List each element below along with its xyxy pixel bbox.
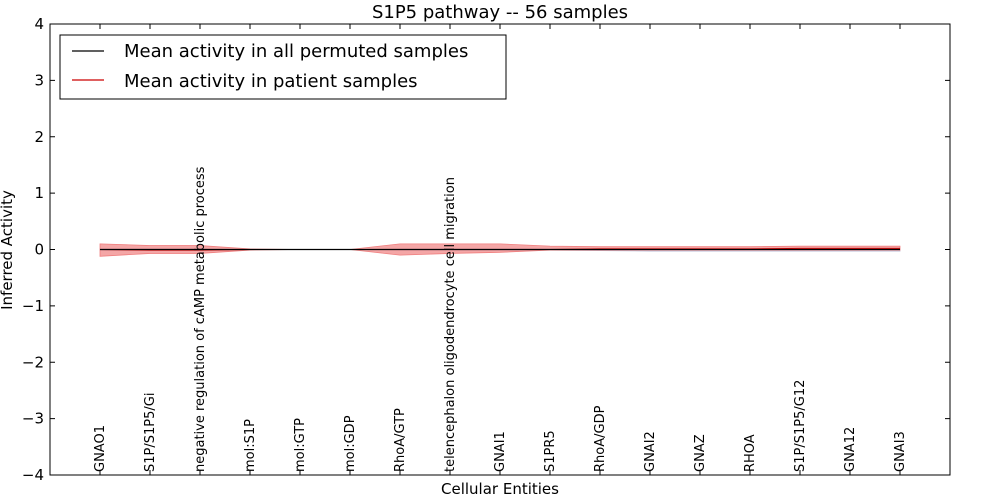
x-category-label: GNA12	[843, 427, 858, 472]
x-category-label: S1PR5	[543, 430, 558, 472]
x-category-label: GNAZ	[693, 434, 708, 472]
y-tick-label: −2	[22, 353, 44, 371]
x-category-label: mol:GTP	[293, 418, 308, 472]
x-category-label: GNAI2	[643, 431, 658, 472]
x-category-label: GNAI3	[893, 431, 908, 472]
legend: Mean activity in all permuted samples Me…	[59, 34, 507, 100]
y-tick-label: 3	[34, 71, 44, 89]
y-tick-label: −3	[22, 410, 44, 428]
x-axis-label: Cellular Entities	[441, 480, 559, 498]
x-category-label: GNAO1	[93, 425, 108, 472]
chart-title: S1P5 pathway -- 56 samples	[372, 2, 628, 23]
x-category-label: S1P/S1P5/G12	[793, 380, 808, 472]
x-category-label: negative regulation of cAMP metabolic pr…	[193, 166, 208, 472]
y-tick-label: 2	[34, 128, 44, 146]
x-category-label: telencephalon oligodendrocyte cell migra…	[443, 177, 458, 472]
x-category-label: mol:S1P	[243, 419, 258, 472]
y-tick-label: −1	[22, 297, 44, 315]
y-axis-label: Inferred Activity	[0, 190, 16, 310]
y-tick-label: 0	[34, 241, 44, 259]
series-lines	[99, 247, 900, 251]
legend-label-patient: Mean activity in patient samples	[124, 71, 418, 92]
x-axis: GNAO1 S1P/S1P5/Gi negative regulation of c…	[93, 24, 908, 475]
y-tick-label: −4	[22, 466, 44, 484]
y-tick-label: 4	[34, 15, 44, 33]
plot-frame	[49, 23, 951, 476]
x-category-label: RHOA	[743, 434, 758, 472]
x-category-label: S1P/S1P5/Gi	[143, 393, 158, 472]
x-category-label: RhoA/GDP	[593, 405, 608, 472]
legend-box	[59, 34, 507, 100]
x-category-label: GNAI1	[493, 431, 508, 472]
legend-label-permuted: Mean activity in all permuted samples	[124, 41, 468, 62]
x-category-label: mol:GDP	[343, 415, 358, 472]
y-tick-label: 1	[34, 184, 44, 202]
y-axis: 4 3 2 1 0 −1 −2 −3 −4	[22, 15, 950, 484]
x-category-label: RhoA/GTP	[393, 408, 408, 472]
